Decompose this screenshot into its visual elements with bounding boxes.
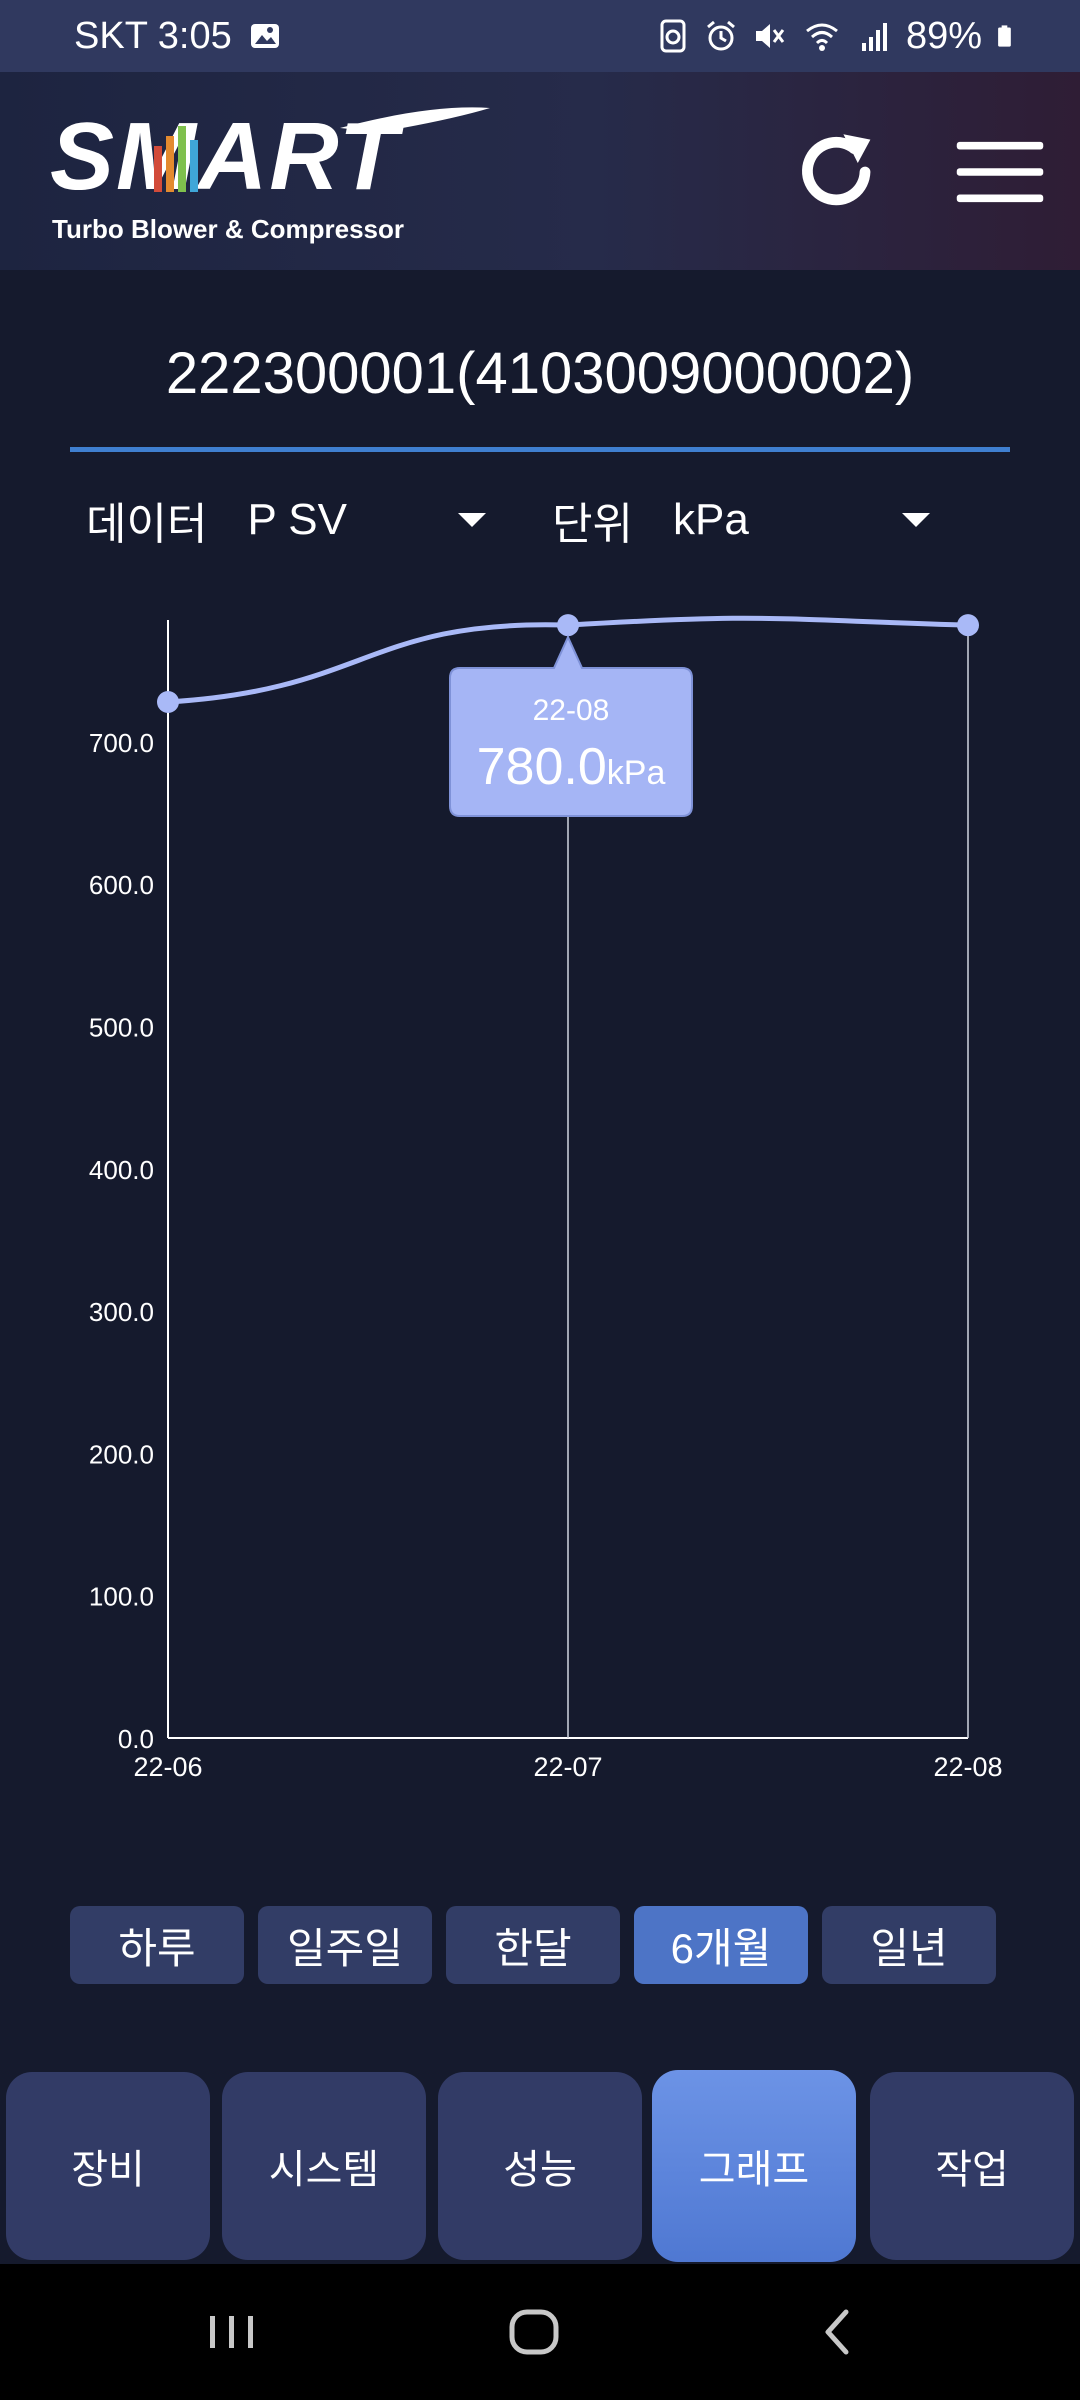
menu-button[interactable] bbox=[950, 122, 1050, 222]
status-bar: SKT 3:05 bbox=[0, 0, 1080, 72]
tab-4[interactable]: 작업 bbox=[870, 2072, 1074, 2260]
refresh-icon bbox=[802, 134, 871, 206]
tab-3[interactable]: 그래프 bbox=[652, 2070, 856, 2262]
home-button[interactable] bbox=[484, 2284, 584, 2380]
logo: SMART Turbo Blower & Compressor bbox=[50, 102, 510, 252]
x-tick-label: 22-06 bbox=[133, 1752, 202, 1782]
chevron-down-icon bbox=[458, 513, 486, 527]
tab-2[interactable]: 성능 bbox=[438, 2072, 642, 2260]
carrier-time: SKT 3:05 bbox=[74, 14, 232, 57]
range-button-0[interactable]: 하루 bbox=[70, 1906, 244, 1984]
wifi-icon bbox=[806, 23, 838, 51]
unit-selector-label: 단위 bbox=[552, 500, 633, 549]
range-button-1[interactable]: 일주일 bbox=[258, 1906, 432, 1984]
y-tick-label: 100.0 bbox=[89, 1582, 154, 1612]
home-icon bbox=[509, 2309, 559, 2355]
data-selector-value: P SV bbox=[247, 495, 347, 544]
y-tick-label: 400.0 bbox=[89, 1155, 154, 1185]
back-icon bbox=[825, 2309, 849, 2355]
range-button-2[interactable]: 한달 bbox=[446, 1906, 620, 1984]
unit-selector-value: kPa bbox=[672, 495, 749, 544]
gallery-icon bbox=[250, 24, 279, 48]
x-tick-label: 22-07 bbox=[533, 1752, 602, 1782]
series-points bbox=[157, 614, 979, 713]
recent-apps-icon bbox=[210, 2316, 253, 2348]
y-tick-label: 0.0 bbox=[118, 1724, 154, 1754]
range-button-3[interactable]: 6개월 bbox=[634, 1906, 808, 1984]
data-point[interactable] bbox=[157, 691, 179, 713]
y-tick-label: 600.0 bbox=[89, 870, 154, 900]
tooltip-value: 780.0 bbox=[477, 738, 607, 796]
y-tick-label: 200.0 bbox=[89, 1439, 154, 1469]
data-selector-label: 데이터 bbox=[86, 500, 208, 549]
tooltip-value-text: 780.0kPa bbox=[477, 738, 666, 796]
refresh-button[interactable] bbox=[788, 122, 888, 222]
y-tick-label: 500.0 bbox=[89, 1012, 154, 1042]
system-navigation-bar bbox=[0, 2264, 1080, 2400]
app-header: SMART Turbo Blower & Compressor bbox=[0, 72, 1080, 270]
x-tick-label: 22-08 bbox=[933, 1752, 1002, 1782]
y-tick-label: 300.0 bbox=[89, 1297, 154, 1327]
data-point[interactable] bbox=[557, 614, 579, 637]
logo-subtitle: Turbo Blower & Compressor bbox=[52, 214, 405, 244]
x-axis-ticks: 22-06 22-07 22-08 bbox=[133, 1752, 1002, 1782]
status-right: 89% bbox=[656, 0, 1020, 72]
mute-icon bbox=[755, 24, 785, 48]
battery-icon bbox=[998, 25, 1011, 47]
recycle-icon bbox=[660, 19, 686, 53]
data-selector[interactable]: 데이터 P SV bbox=[86, 485, 496, 555]
hamburger-menu-icon bbox=[956, 141, 1044, 203]
unit-selector[interactable]: 단위 kPa bbox=[552, 485, 940, 555]
tooltip-x-label: 22-08 bbox=[533, 694, 610, 727]
data-point[interactable] bbox=[957, 614, 979, 637]
signal-icon bbox=[861, 23, 887, 51]
logo-swoosh bbox=[154, 107, 490, 192]
tab-0[interactable]: 장비 bbox=[6, 2072, 210, 2260]
tab-1[interactable]: 시스템 bbox=[222, 2072, 426, 2260]
y-tick-label: 700.0 bbox=[89, 728, 154, 758]
chart-tooltip: 22-08 780.0kPa bbox=[449, 634, 693, 817]
logo-title: SMART bbox=[50, 103, 400, 210]
recent-apps-button[interactable] bbox=[182, 2284, 282, 2380]
back-button[interactable] bbox=[788, 2284, 888, 2380]
line-chart[interactable]: 0.0 100.0 200.0 300.0 400.0 500.0 600.0 700.0 2… bbox=[0, 580, 1080, 1800]
alarm-icon bbox=[706, 20, 735, 51]
range-button-4[interactable]: 일년 bbox=[822, 1906, 996, 1984]
chevron-down-icon bbox=[902, 513, 930, 527]
tooltip-unit: kPa bbox=[607, 754, 666, 792]
battery-percent: 89% bbox=[905, 14, 982, 57]
status-left: SKT 3:05 bbox=[74, 0, 282, 72]
y-axis-ticks: 0.0 100.0 200.0 300.0 400.0 500.0 600.0 700.0 bbox=[89, 728, 154, 1754]
title-underline bbox=[70, 447, 1010, 452]
device-title: 222300001(4103009000002) bbox=[165, 341, 915, 406]
tooltip-box bbox=[449, 634, 693, 817]
